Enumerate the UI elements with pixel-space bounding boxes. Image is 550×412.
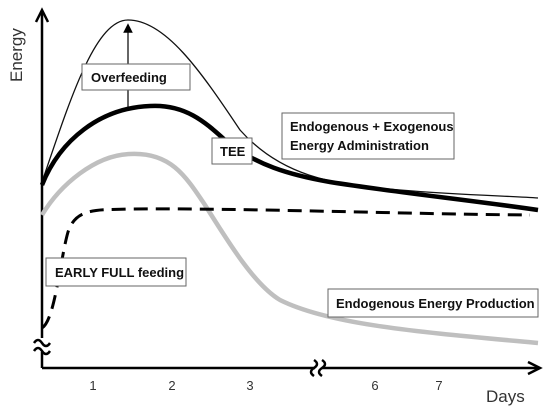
tee-label: TEE — [220, 144, 246, 159]
tick-label: 6 — [371, 378, 378, 393]
early-feeding-label: EARLY FULL feeding — [55, 265, 184, 280]
tick-label: 7 — [435, 378, 442, 393]
exogenous-energy-curve — [41, 19, 539, 199]
y-axis-label: Energy — [7, 28, 26, 82]
tick-label: 2 — [168, 378, 175, 393]
early-feeding-label-box — [45, 257, 187, 287]
exogenous-label-line1: Endogenous + Exogenous — [290, 119, 454, 134]
exogenous-label-box — [281, 112, 455, 160]
y-axis-break-mark — [32, 338, 52, 356]
overfeeding-label-box — [81, 63, 191, 91]
y-axis-upper-arrow — [34, 7, 50, 23]
overfeeding-label: Overfeeding — [91, 70, 167, 85]
endogenous-production-label-box — [327, 288, 539, 318]
early-feeding-curve — [40, 207, 531, 330]
exogenous-label-line2: Energy Administration — [290, 138, 429, 153]
tick-label: 1 — [89, 378, 96, 393]
endogenous-production-curve — [40, 151, 539, 346]
endogenous-production-label: Endogenous Energy Production — [336, 296, 535, 311]
tee-label-box — [211, 137, 253, 165]
tick-label: 3 — [246, 378, 253, 393]
x-axis-label: Days — [486, 387, 525, 406]
x-axis-arrow — [527, 360, 543, 376]
